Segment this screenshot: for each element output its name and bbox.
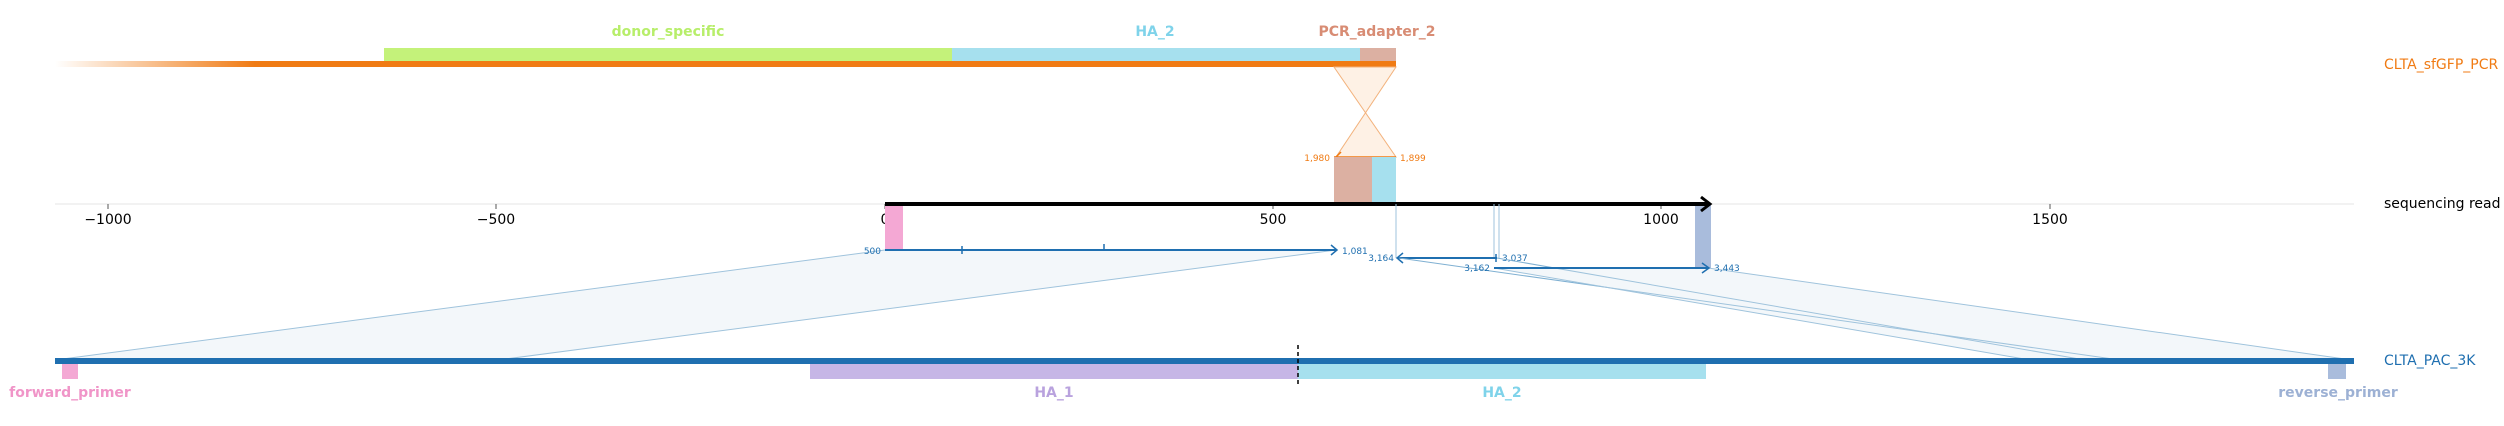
bottom-feature-ha2 [1298, 360, 1706, 379]
axis-tick-label: 1000 [1643, 212, 1679, 228]
alignment-b-arrow [1395, 252, 1404, 264]
alignment-b-end: 3,037 [1502, 254, 1528, 264]
read-track-name: sequencing read [2384, 196, 2500, 212]
read-feature-pcr-adapter [1334, 157, 1372, 204]
top-feature-donor-specific [384, 48, 952, 63]
read-arrowhead [1700, 195, 1713, 213]
axis-tick-label: 1500 [2032, 212, 2068, 228]
axis-tick-label: −500 [477, 212, 515, 228]
bottom-feature-ha1 [810, 360, 1298, 379]
alignment-a-start: 500 [864, 247, 881, 257]
read-feature-reverse-primer [1695, 204, 1711, 268]
top-coord-right: 1,899 [1400, 154, 1426, 164]
read-feature-ha2 [1372, 157, 1396, 204]
axis-tick-label: −1000 [84, 212, 131, 228]
top-feature-label-pcr-adapter2: PCR_adapter_2 [1318, 24, 1435, 40]
top-track-line [254, 61, 1396, 67]
bottom-feature-reverse-primer [2328, 360, 2346, 379]
alignment-c-arrow [1701, 262, 1711, 274]
bottom-feature-forward-primer [62, 360, 78, 379]
top-feature-ha2 [952, 48, 1360, 63]
bottom-feature-label-ha1: HA_1 [1034, 385, 1073, 401]
top-feature-pcr-adapter2 [1360, 48, 1396, 63]
bottom-feature-label-reverse-primer: reverse_primer [2278, 385, 2398, 401]
bottom-feature-label-forward-primer: forward_primer [9, 385, 131, 401]
top-feature-label-ha2: HA_2 [1135, 24, 1174, 40]
bottom-track: forward_primer HA_1 HA_2 reverse_primer … [9, 345, 2476, 401]
alignment-c-start: 3,162 [1464, 264, 1490, 274]
top-track-name: CLTA_sfGFP_PCR [2384, 57, 2498, 73]
alignment-a-end: 1,081 [1342, 247, 1368, 257]
read-feature-forward-primer [885, 204, 903, 249]
bottom-track-name: CLTA_PAC_3K [2384, 353, 2476, 369]
alignment-a-arrow [1330, 244, 1339, 256]
projection-hourglass [1333, 66, 1397, 158]
top-projection: 1,980 1,899 [1304, 66, 1426, 204]
alignment-b-start: 3,164 [1368, 254, 1394, 264]
axis-tick-label: 500 [1260, 212, 1287, 228]
top-track: donor_specific HA_2 PCR_adapter_2 CLTA_s… [55, 24, 2498, 73]
alignments: 500 1,081 3,164 3,037 3,162 3,443 [54, 204, 2353, 361]
bottom-feature-label-ha2: HA_2 [1482, 385, 1521, 401]
axis-ticks: −1000 −500 0 500 1000 1500 [84, 204, 2068, 228]
top-feature-label-donor-specific: donor_specific [612, 24, 725, 40]
alignment-c-wedge [1493, 267, 2353, 361]
bottom-track-line [55, 358, 2354, 364]
alignment-a-wedge [54, 249, 1337, 361]
top-coord-left: 1,980 [1304, 154, 1330, 164]
top-track-fade [55, 61, 255, 67]
alignment-b-link [1496, 257, 2086, 361]
alignment-c-end: 3,443 [1714, 264, 1740, 274]
alignment-b-link [1398, 257, 2121, 361]
read-track: −1000 −500 0 500 1000 1500 sequencing re… [55, 195, 2500, 268]
